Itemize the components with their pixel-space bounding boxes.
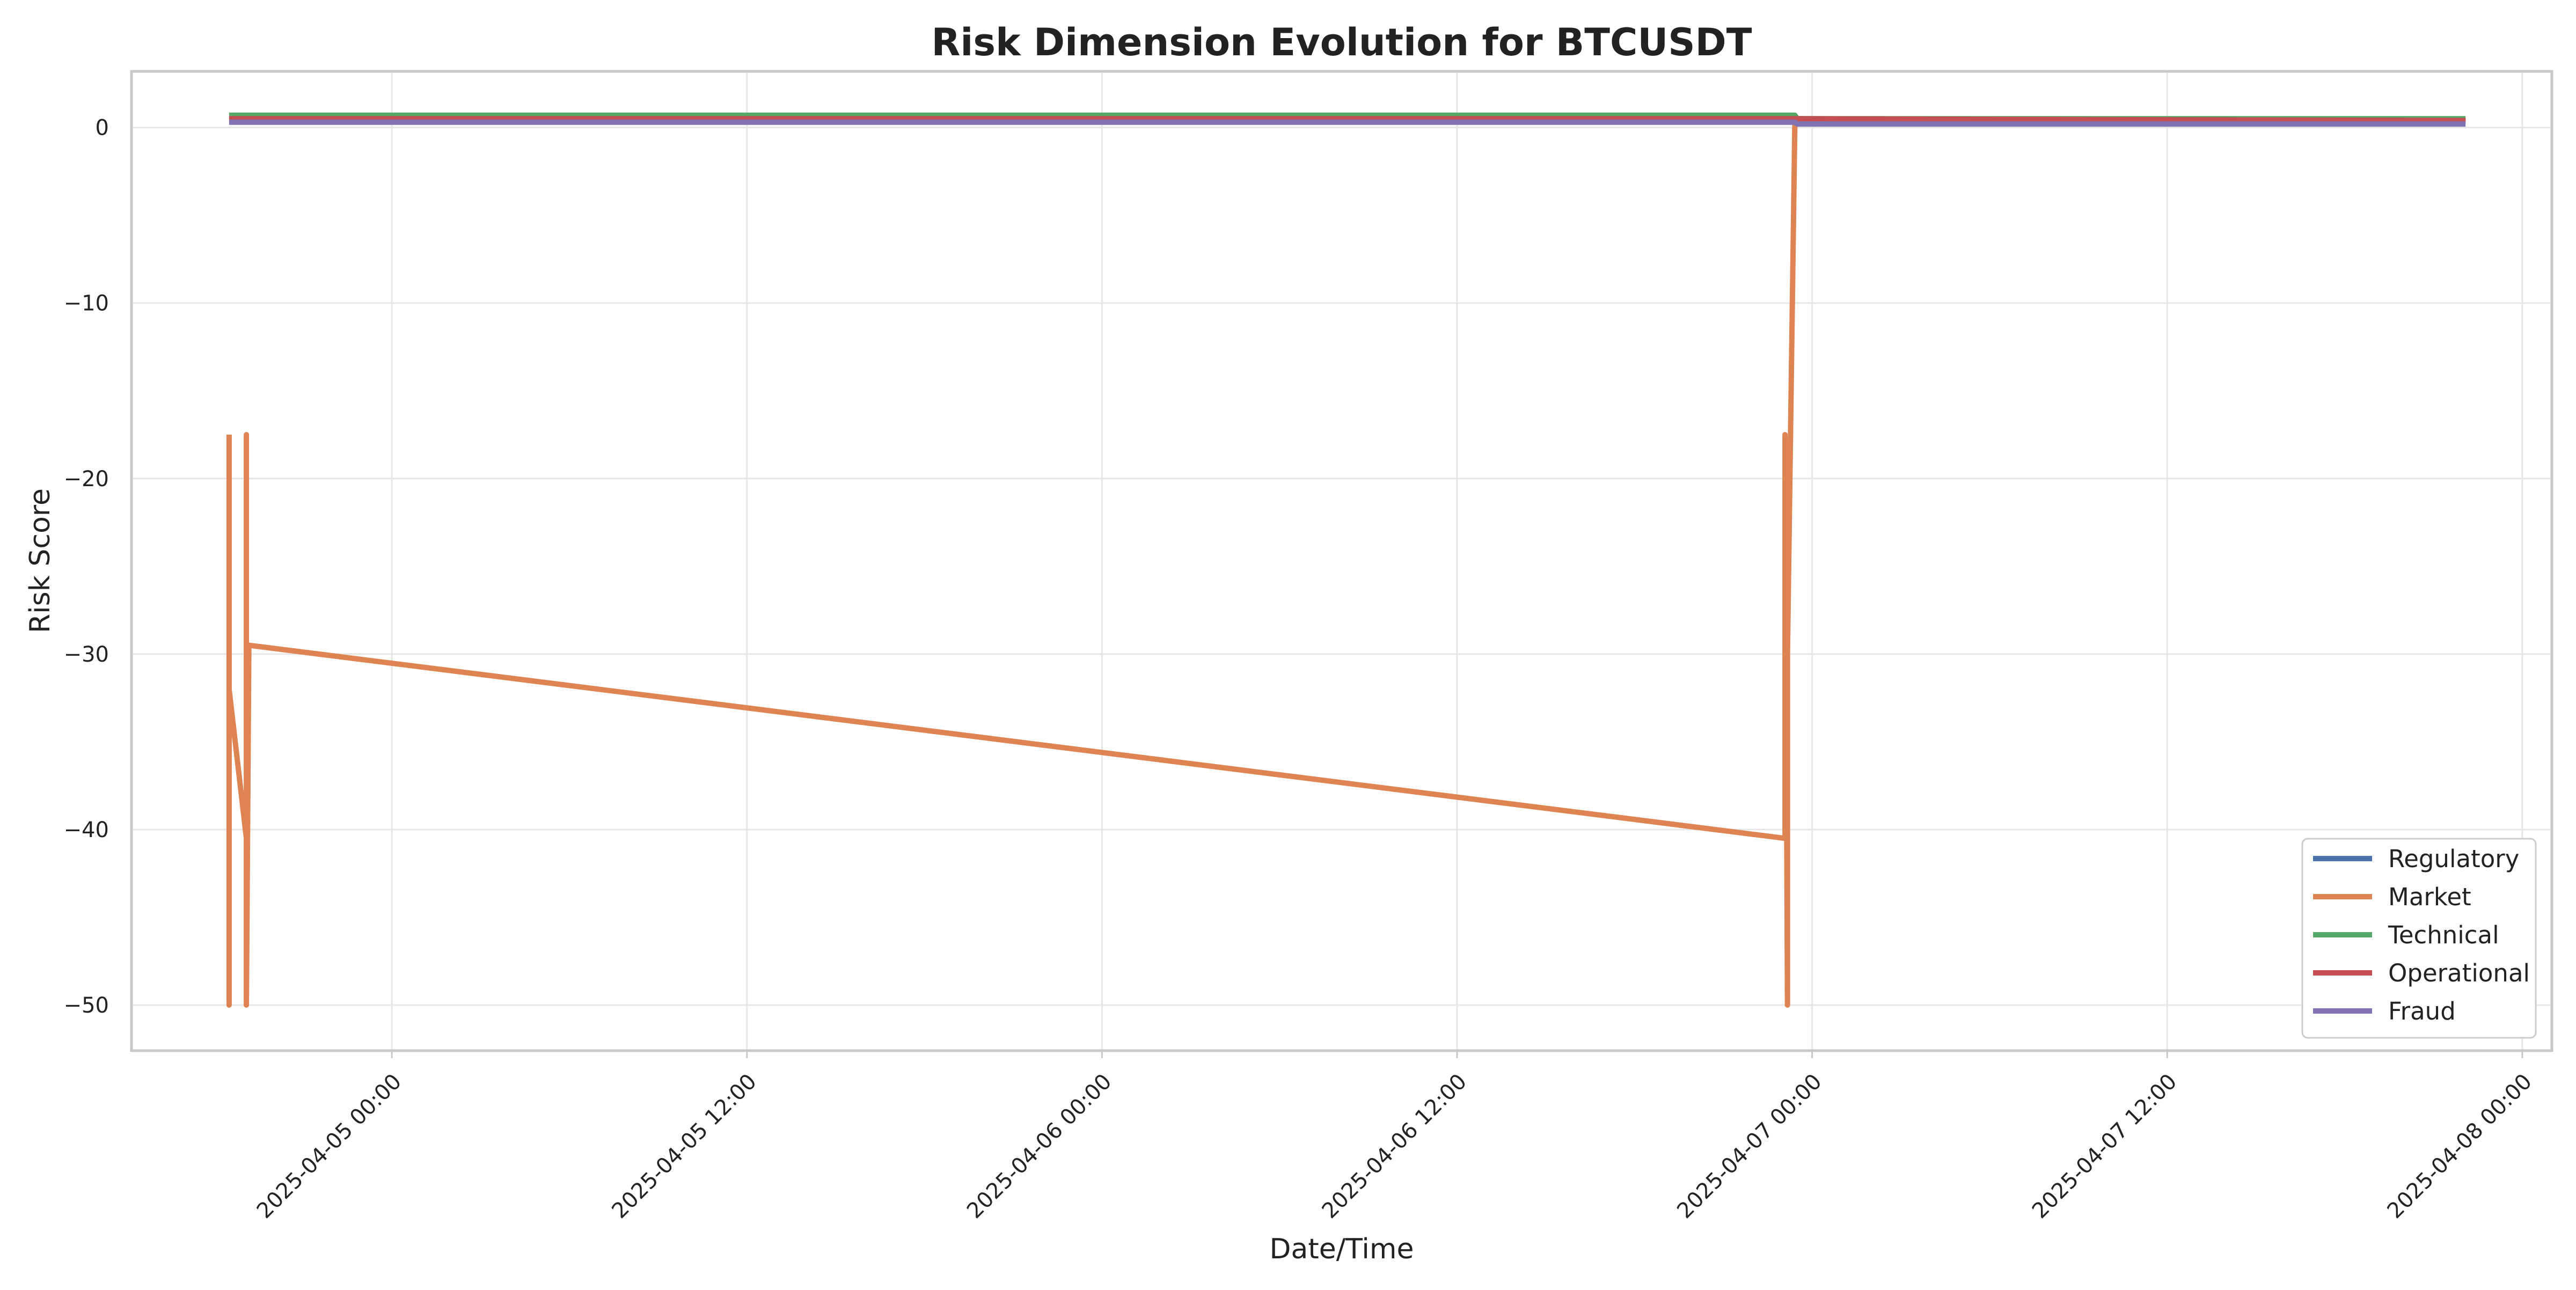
y-tick-label: −30 (64, 642, 109, 667)
x-axis-label: Date/Time (1269, 1233, 1414, 1265)
legend-box (2301, 838, 2537, 1039)
legend-label-regulatory: Regulatory (2388, 845, 2519, 873)
series-line-operational (229, 116, 2466, 123)
legend-label-market: Market (2388, 883, 2471, 911)
legend-label-technical: Technical (2388, 921, 2499, 949)
gridlines (131, 71, 2552, 1051)
y-tick-label: −10 (64, 291, 109, 316)
y-tick-label: −50 (64, 993, 109, 1018)
legend-label-fraud: Fraud (2388, 997, 2456, 1025)
series-lines (226, 112, 2466, 1008)
legend-label-operational: Operational (2388, 959, 2530, 987)
series-line-fraud (229, 119, 2466, 127)
y-axis-label: Risk Score (24, 488, 56, 633)
plot-frame (130, 70, 2553, 1052)
y-tick-label: 0 (96, 116, 109, 141)
chart-title: Risk Dimension Evolution for BTCUSDT (932, 20, 1752, 64)
y-tick-label: −20 (64, 467, 109, 492)
legend: Regulatory Market Technical Operational Frau… (2301, 838, 2537, 1039)
y-tick-label: −40 (64, 818, 109, 842)
series-line-market (226, 118, 2466, 1008)
